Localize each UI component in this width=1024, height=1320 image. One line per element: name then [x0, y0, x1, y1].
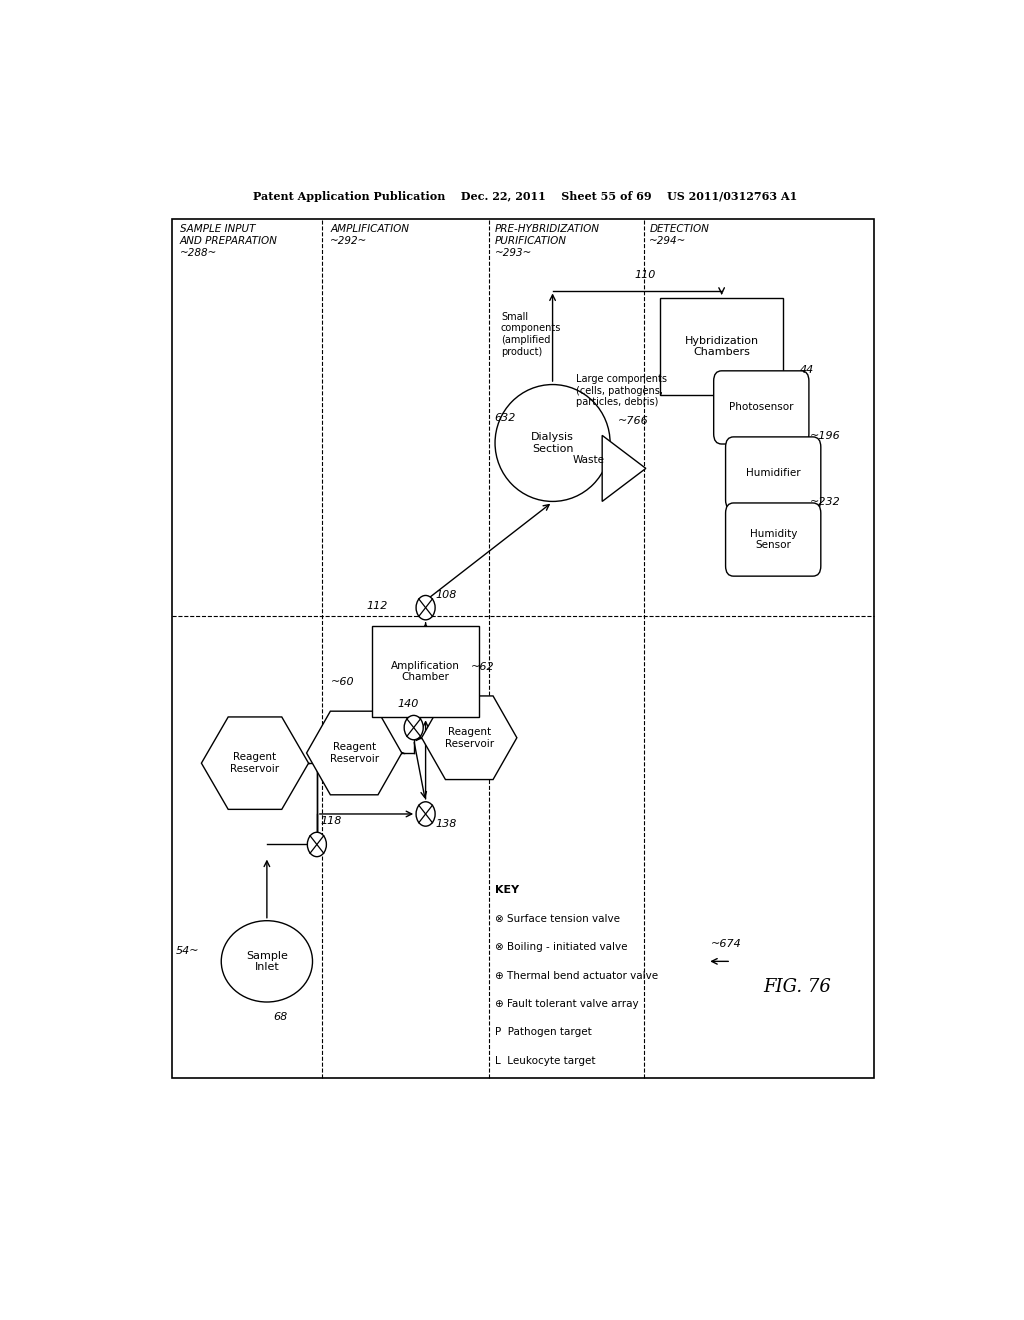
Text: ~674: ~674	[712, 939, 742, 949]
Text: Large components
(cells, pathogens,
particles, debris): Large components (cells, pathogens, part…	[577, 374, 668, 408]
Text: 138: 138	[435, 818, 457, 829]
Text: Reagent
Reservoir: Reagent Reservoir	[444, 727, 494, 748]
Text: 68: 68	[273, 1012, 288, 1022]
Circle shape	[416, 801, 435, 826]
Text: Hybridization
Chambers: Hybridization Chambers	[685, 335, 759, 358]
Ellipse shape	[221, 921, 312, 1002]
Text: ~232: ~232	[810, 498, 841, 507]
Polygon shape	[202, 717, 308, 809]
Text: ⊕ Fault tolerant valve array: ⊕ Fault tolerant valve array	[495, 999, 638, 1008]
Bar	[372, 626, 479, 718]
Text: PRE-HYBRIDIZATION
PURIFICATION
~293~: PRE-HYBRIDIZATION PURIFICATION ~293~	[495, 224, 600, 257]
Text: Small
components
(amplified
product): Small components (amplified product)	[501, 312, 561, 356]
Ellipse shape	[495, 384, 610, 502]
Polygon shape	[602, 436, 646, 502]
Text: 632: 632	[495, 413, 516, 422]
Text: Reagent
Reservoir: Reagent Reservoir	[330, 742, 379, 764]
Text: ~60: ~60	[331, 677, 354, 686]
Text: ~196: ~196	[810, 430, 841, 441]
Text: ⊕ Thermal bend actuator valve: ⊕ Thermal bend actuator valve	[495, 970, 657, 981]
Text: DETECTION
~294~: DETECTION ~294~	[649, 224, 710, 246]
Text: Photosensor: Photosensor	[729, 403, 794, 412]
Text: Sample
Inlet: Sample Inlet	[246, 950, 288, 972]
Text: 108: 108	[435, 590, 457, 599]
Text: AMPLIFICATION
~292~: AMPLIFICATION ~292~	[331, 224, 410, 246]
Text: 140: 140	[397, 700, 419, 709]
Text: ⊗ Boiling - initiated valve: ⊗ Boiling - initiated valve	[495, 942, 627, 952]
Text: L  Leukocyte target: L Leukocyte target	[495, 1056, 595, 1065]
Text: Waste: Waste	[572, 455, 604, 465]
Text: Humidifier: Humidifier	[745, 469, 801, 478]
Text: KEY: KEY	[495, 886, 519, 895]
Circle shape	[307, 833, 327, 857]
Text: Humidity
Sensor: Humidity Sensor	[750, 529, 797, 550]
FancyBboxPatch shape	[714, 371, 809, 444]
Polygon shape	[422, 696, 517, 780]
Text: Dialysis
Section: Dialysis Section	[531, 432, 574, 454]
Text: 112: 112	[367, 601, 387, 611]
Circle shape	[416, 595, 435, 620]
Text: ~62: ~62	[471, 661, 495, 672]
Text: 44: 44	[800, 364, 814, 375]
Polygon shape	[306, 711, 401, 795]
Text: Patent Application Publication    Dec. 22, 2011    Sheet 55 of 69    US 2011/031: Patent Application Publication Dec. 22, …	[253, 190, 797, 202]
Text: Amplification
Chamber: Amplification Chamber	[391, 661, 460, 682]
Text: ⊗ Surface tension valve: ⊗ Surface tension valve	[495, 913, 620, 924]
FancyBboxPatch shape	[726, 503, 821, 576]
FancyBboxPatch shape	[726, 437, 821, 510]
Text: Reagent
Reservoir: Reagent Reservoir	[230, 752, 280, 774]
Circle shape	[404, 715, 423, 739]
Bar	[172, 219, 874, 1078]
Bar	[660, 298, 783, 395]
Text: FIG. 76: FIG. 76	[763, 978, 830, 995]
Text: 54~: 54~	[176, 946, 200, 956]
Text: 118: 118	[321, 816, 342, 826]
Text: SAMPLE INPUT
AND PREPARATION
~288~: SAMPLE INPUT AND PREPARATION ~288~	[179, 224, 278, 257]
Text: P  Pathogen target: P Pathogen target	[495, 1027, 592, 1038]
Text: 110: 110	[634, 271, 655, 280]
Text: ~766: ~766	[617, 416, 648, 426]
